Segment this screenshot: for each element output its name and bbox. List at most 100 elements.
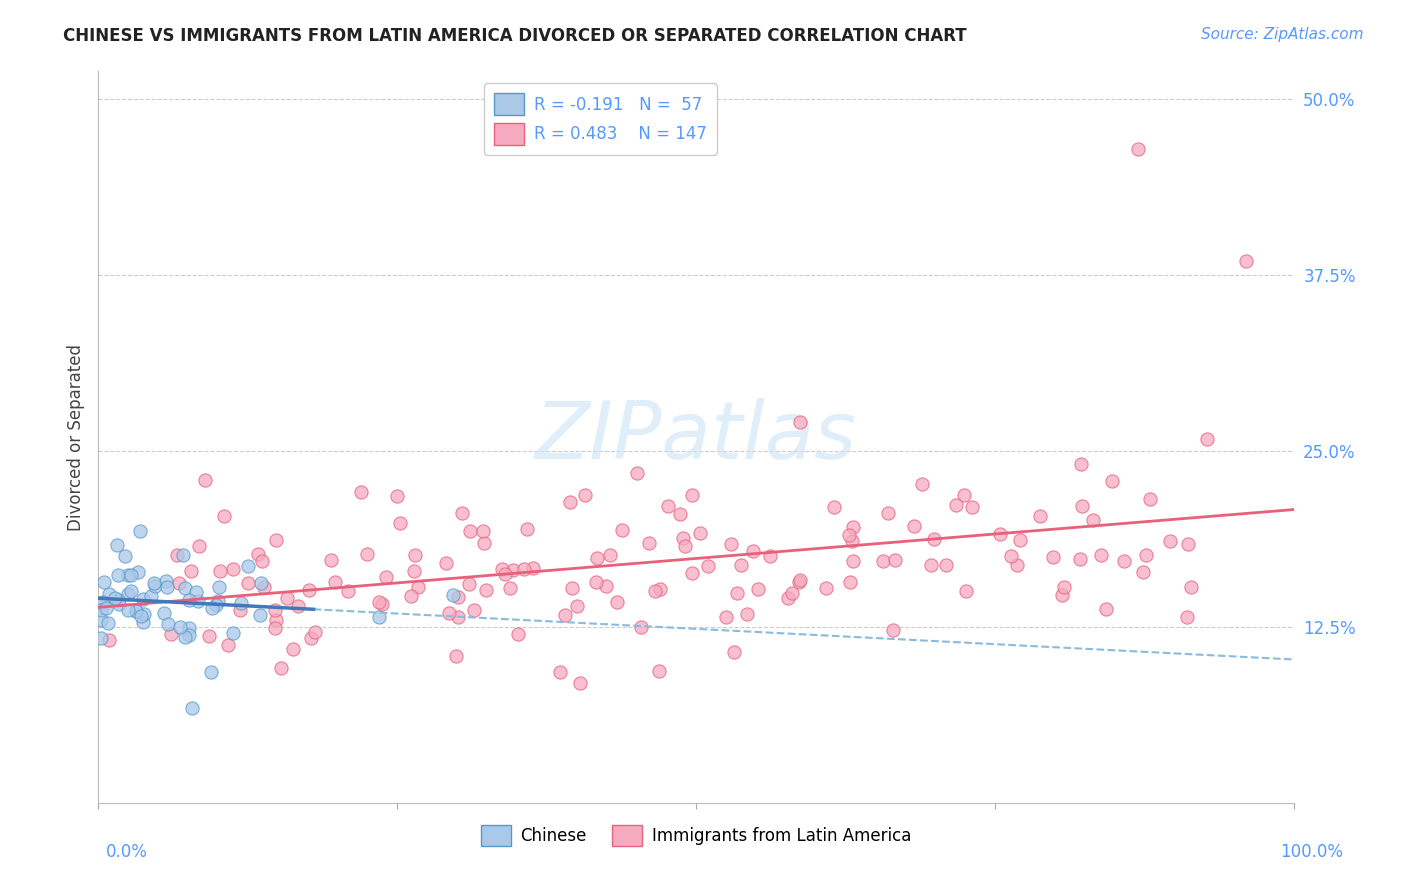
Point: [1042, 549, 1064, 564]
Point: [222, 626, 245, 640]
Text: Source: ZipAtlas.com: Source: ZipAtlas.com: [1201, 27, 1364, 42]
Point: [385, 489, 408, 503]
Point: [494, 567, 516, 582]
Point: [404, 564, 426, 578]
Point: [174, 630, 197, 644]
Point: [872, 554, 894, 568]
Point: [143, 575, 166, 590]
Point: [842, 520, 865, 534]
Point: [236, 558, 259, 573]
Point: [935, 558, 957, 573]
Point: [1234, 254, 1257, 268]
Point: [97, 615, 120, 630]
Point: [447, 610, 470, 624]
Point: [491, 562, 513, 576]
Point: [903, 518, 925, 533]
Point: [281, 641, 304, 656]
Point: [447, 590, 470, 604]
Y-axis label: Divorced or Separated: Divorced or Separated: [66, 343, 84, 531]
Point: [1053, 580, 1076, 594]
Point: [672, 531, 695, 545]
Point: [657, 500, 679, 514]
Point: [513, 561, 536, 575]
Point: [169, 620, 191, 634]
Point: [89, 597, 111, 611]
Point: [128, 524, 150, 539]
Point: [599, 548, 621, 562]
Point: [94, 600, 117, 615]
Point: [264, 613, 287, 627]
Point: [585, 551, 607, 566]
Point: [1177, 537, 1199, 551]
Point: [117, 587, 139, 601]
Point: [457, 577, 479, 591]
Point: [644, 583, 666, 598]
Point: [200, 665, 222, 679]
Point: [842, 554, 865, 568]
Point: [1112, 554, 1135, 568]
Point: [249, 608, 271, 623]
Point: [681, 566, 703, 580]
Text: 100.0%: 100.0%: [1279, 843, 1343, 861]
Point: [132, 615, 155, 629]
Point: [612, 523, 634, 537]
Point: [838, 575, 860, 590]
Point: [924, 532, 946, 546]
Point: [1007, 558, 1029, 573]
Point: [554, 608, 576, 623]
Point: [89, 603, 111, 617]
Point: [350, 484, 373, 499]
Point: [174, 581, 197, 595]
Point: [125, 604, 148, 618]
Point: [472, 536, 495, 550]
Point: [1029, 508, 1052, 523]
Point: [450, 506, 472, 520]
Point: [605, 595, 627, 609]
Point: [194, 473, 217, 487]
Point: [955, 583, 977, 598]
Point: [388, 516, 411, 530]
Point: [1069, 552, 1091, 566]
Point: [884, 553, 907, 567]
Text: ZIPatlas: ZIPatlas: [534, 398, 858, 476]
Point: [911, 477, 934, 491]
Point: [368, 595, 391, 609]
Point: [186, 585, 208, 599]
Point: [120, 583, 142, 598]
Text: CHINESE VS IMMIGRANTS FROM LATIN AMERICA DIVORCED OR SEPARATED CORRELATION CHART: CHINESE VS IMMIGRANTS FROM LATIN AMERICA…: [63, 27, 967, 45]
Point: [747, 582, 769, 596]
Point: [502, 563, 524, 577]
Point: [441, 588, 464, 602]
Point: [506, 627, 529, 641]
Point: [93, 575, 115, 590]
Point: [212, 508, 235, 523]
Point: [276, 591, 298, 605]
Point: [208, 564, 231, 578]
Point: [823, 500, 845, 514]
Point: [179, 593, 201, 607]
Point: [160, 627, 183, 641]
Point: [550, 665, 572, 680]
Point: [406, 580, 429, 594]
Point: [252, 554, 274, 568]
Point: [198, 629, 221, 643]
Point: [246, 547, 269, 561]
Point: [725, 586, 748, 600]
Point: [1180, 580, 1202, 594]
Point: [145, 579, 167, 593]
Point: [475, 582, 498, 597]
Point: [673, 540, 696, 554]
Point: [217, 638, 239, 652]
Point: [117, 603, 139, 617]
Point: [287, 599, 309, 614]
Point: [157, 616, 180, 631]
Point: [561, 581, 583, 595]
Point: [558, 495, 581, 509]
Point: [155, 574, 177, 588]
Point: [436, 556, 458, 570]
Legend: Chinese, Immigrants from Latin America: Chinese, Immigrants from Latin America: [474, 818, 918, 853]
Point: [371, 597, 394, 611]
Point: [107, 568, 129, 582]
Point: [401, 590, 423, 604]
Point: [735, 607, 758, 622]
